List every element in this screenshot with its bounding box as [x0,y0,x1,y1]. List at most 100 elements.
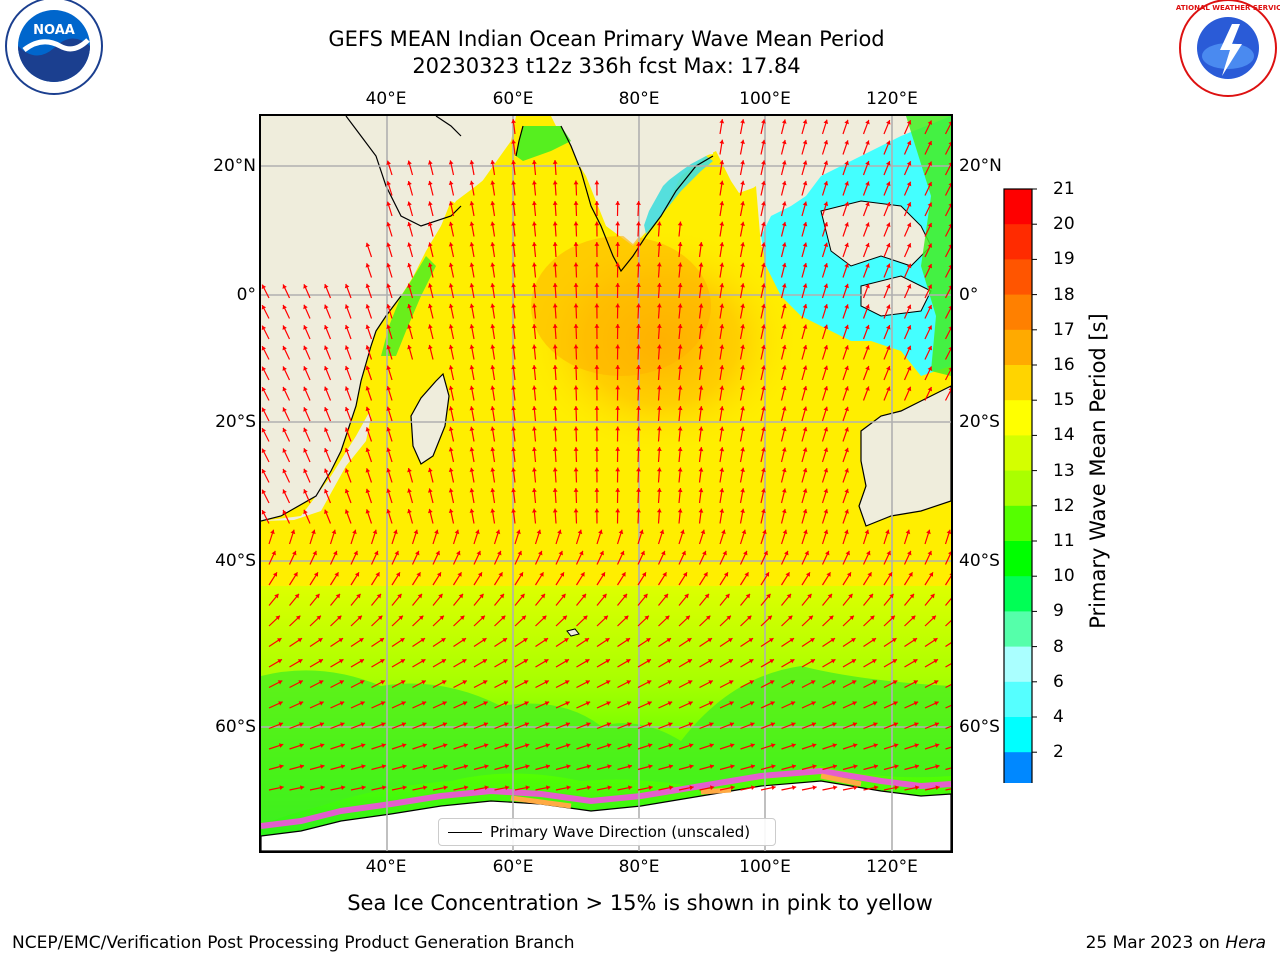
wave-arrow-head [802,222,808,227]
wave-arrow-head [582,615,588,621]
wave-arrow-head [558,550,563,556]
wave-arrow-head [668,785,674,791]
wave-arrow-head [851,680,857,685]
wave-arrow-head [511,508,516,513]
wave-arrow-head [344,488,350,494]
wave-arrow-head [518,572,524,577]
wave-arrow-head [469,242,475,247]
wave-arrow-head [853,764,858,769]
wave-arrow-head [420,638,426,643]
lon-tick-bottom: 80°E [618,857,660,877]
wave-arrow-head [865,222,870,227]
wave-arrow-head [719,488,725,493]
wave-arrow-head [335,593,341,599]
wave-arrow-head [448,201,454,206]
colorbar-tick-label: 9 [1053,601,1064,622]
wave-arrow-head [802,447,808,452]
wave-arrow-head [275,615,280,621]
wave-arrow-head [511,262,516,267]
wave-arrow-head [407,263,412,268]
wave-arrow-head [552,385,558,390]
wave-arrow-head [761,262,766,268]
wave-arrow-head [279,785,284,791]
wave-arrow-head [458,593,464,599]
sea-ice-edge-orange [510,773,862,809]
wave-arrow-head [781,201,787,206]
wave-arrow-head [573,262,579,267]
wave-arrow-head [334,572,339,577]
wave-arrow-head [448,283,454,288]
wave-arrow-head [828,615,834,621]
wave-arrow-head [324,304,329,310]
wave-arrow-head [490,221,496,226]
wave-arrow-head [823,324,829,330]
wave-arrow-head [906,284,912,289]
wave-arrow-head [490,283,496,288]
wave-arrow-head [677,406,683,411]
wave-arrow-head [365,324,371,330]
wave-arrow-head [802,365,808,370]
wave-arrow-head [685,615,690,621]
wave-arrow-head [531,180,537,185]
wave-arrow-head [573,406,579,410]
wave-arrow-head [344,447,350,453]
wave-arrow-head [698,283,704,288]
wave-arrow-head [282,366,287,371]
wave-arrow-head [781,221,787,227]
wave-arrow-head [740,385,745,390]
wave-arrow-head [728,659,733,664]
wave-arrow-head [746,615,752,621]
wave-arrow-head [636,242,641,246]
wave-arrow-head [552,180,558,185]
wave-arrow-head [540,593,546,599]
wave-arrow-head [319,743,325,748]
wave-arrow-head [427,221,433,227]
wave-arrow-head [344,509,350,514]
wave-arrow-head [552,201,558,205]
wave-arrow-head [698,426,704,431]
wave-arrow-head [802,263,808,268]
colorbar-segment [1004,259,1032,296]
wave-arrow-head [730,764,735,769]
wave-arrow-head [719,324,725,329]
wave-arrow-head [698,406,704,411]
wave-arrow-head [844,160,849,166]
wave-arrow-head [525,785,530,791]
colorbar-tick-label: 13 [1053,460,1075,481]
wave-arrow-head [740,365,745,370]
colorbar-segment [1004,224,1032,260]
wave-arrow-head [913,701,919,706]
wave-arrow-head [927,345,933,351]
wave-arrow-head [469,201,475,206]
wave-arrow-head [893,701,898,706]
wave-arrow-head [545,785,551,791]
wave-arrow-head [361,764,366,769]
wave-arrow-head [523,659,528,664]
wave-arrow-head [573,180,579,185]
wave-arrow-head [729,743,735,748]
wave-arrow-head [886,304,891,310]
nws-logo-text: NATIONAL WEATHER SERVICE [1176,4,1280,12]
wave-arrow-head [761,160,766,165]
colorbar-tick-label: 11 [1053,531,1075,551]
colorbar-segment [1004,189,1032,225]
wave-arrow-head [324,284,329,289]
colorbar-segment [1004,329,1032,366]
wave-arrow-head [927,140,933,146]
wave-arrow-head [698,447,704,452]
wave-arrow-head [865,345,870,350]
wave-arrow-head [594,447,600,451]
wave-arrow-head [573,242,579,246]
wave-arrow-head [511,139,516,144]
wave-arrow-head [844,283,849,289]
wave-arrow-head [442,701,447,706]
wave-arrow-head [490,303,496,308]
wave-arrow-head [677,385,683,390]
wave-arrow-head [365,386,371,391]
wave-arrow-head [927,243,933,248]
wave-arrow-head [573,221,579,226]
colorbar-segment [1004,752,1032,783]
wave-arrow-head [443,764,448,769]
wave-arrow-head [930,593,935,599]
wave-arrow-head [677,242,683,247]
